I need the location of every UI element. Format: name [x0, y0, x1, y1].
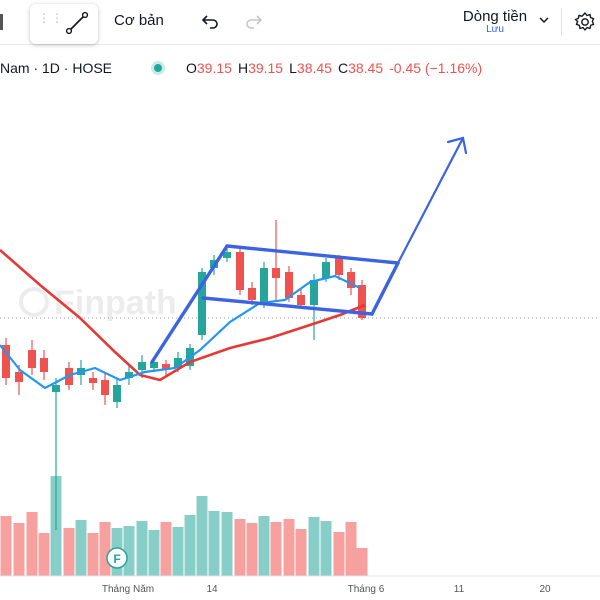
- ma-fast-line: [0, 274, 361, 390]
- candle-body: [101, 380, 109, 395]
- volume-bar: [184, 515, 196, 576]
- candle-body: [198, 272, 206, 335]
- volume-badge-label: F: [113, 552, 120, 566]
- high-value: 39.15: [248, 60, 284, 76]
- candle-body: [40, 358, 48, 372]
- volume-bar: [196, 496, 208, 576]
- volume-bar: [295, 529, 307, 576]
- volume-bar: [221, 512, 233, 576]
- candle-body: [89, 378, 97, 383]
- candle-body: [236, 252, 244, 290]
- volume-bar: [26, 512, 38, 576]
- candle-body: [113, 385, 121, 402]
- chevron-down-icon[interactable]: [538, 14, 550, 26]
- volume-bar: [356, 548, 368, 576]
- ma-slow-line: [0, 249, 366, 382]
- candle-body: [2, 345, 10, 378]
- volume-bar: [160, 522, 172, 576]
- chart-style-button[interactable]: Cơ bản: [114, 12, 164, 29]
- volume-bar: [345, 522, 357, 576]
- candle-body: [162, 364, 170, 370]
- redo-icon: [246, 15, 263, 29]
- x-tick-label: Tháng Năm: [102, 584, 154, 595]
- candle-body: [260, 268, 268, 305]
- candle-body: [335, 258, 343, 275]
- volume-bar: [99, 522, 111, 576]
- volume-bar: [308, 517, 320, 576]
- undo-icon[interactable]: [200, 12, 220, 32]
- volume-bar: [136, 521, 148, 576]
- volume-badge[interactable]: F: [106, 547, 128, 569]
- trend-line-icon[interactable]: [64, 10, 90, 36]
- x-tick-label: 14: [206, 584, 218, 595]
- top-toolbar: ⋮⋮ Cơ bản Dòng tiền Lưu: [0, 0, 600, 45]
- volume-bar: [63, 528, 75, 576]
- save-label[interactable]: Lưu: [486, 24, 504, 35]
- candle-body: [347, 272, 355, 288]
- candle-body: [297, 295, 305, 305]
- volume-bar: [258, 516, 270, 576]
- breakout-arrow[interactable]: [396, 136, 468, 265]
- volume-bar: [208, 511, 220, 576]
- candle-body: [223, 252, 231, 258]
- money-flow-label: Dòng tiền: [462, 8, 528, 25]
- candle-body: [272, 268, 280, 278]
- volume-bar: [87, 533, 99, 576]
- candle-body: [174, 358, 182, 368]
- candle-body: [322, 262, 330, 278]
- x-tick-label: 20: [539, 584, 551, 595]
- open-key: O: [186, 60, 197, 76]
- change-value: -0.45 (−1.16%): [389, 60, 483, 76]
- volume-bar: [172, 527, 184, 576]
- volume-bar: [320, 521, 332, 576]
- close-key: C: [337, 60, 349, 76]
- floating-drawing-toolbar[interactable]: [30, 4, 98, 44]
- volume-bar: [75, 520, 87, 576]
- volume-bar: [0, 516, 12, 576]
- watermark-text: Finpath: [54, 284, 177, 322]
- candlesticks: [2, 220, 366, 530]
- symbol-name[interactable]: Nam · 1D · HOSE: [0, 60, 113, 76]
- gear-icon[interactable]: [574, 11, 596, 33]
- candle-body: [15, 372, 23, 382]
- market-status-dot: [154, 64, 162, 72]
- candle-body: [285, 272, 293, 298]
- x-tick-label: Tháng 6: [348, 584, 385, 595]
- candle-body: [248, 288, 256, 300]
- money-flow-button[interactable]: Dòng tiền Lưu: [455, 8, 535, 35]
- candle-body: [150, 362, 158, 368]
- volume-bar: [283, 519, 295, 576]
- volume-bar: [246, 523, 258, 576]
- volume-bar: [13, 523, 25, 576]
- flag-pattern-drawing[interactable]: [150, 244, 400, 364]
- candle-body: [138, 362, 146, 370]
- ohlc-values: O39.15 H39.15 L38.45 C38.45 -0.45 (−1.16%): [186, 60, 482, 76]
- candle-body: [28, 350, 36, 368]
- candle-body: [125, 372, 133, 378]
- volume-bar: [270, 522, 282, 576]
- candle-body: [358, 285, 366, 318]
- close-value: 38.45: [348, 60, 384, 76]
- volume-bar: [123, 526, 135, 576]
- volume-bar: [148, 530, 160, 576]
- toolbar-edge: [0, 14, 3, 30]
- high-key: H: [237, 60, 249, 76]
- low-value: 38.45: [296, 60, 332, 76]
- low-key: L: [289, 60, 297, 76]
- candle-body: [310, 280, 318, 305]
- volume-bar: [333, 532, 345, 576]
- volume-bar: [234, 519, 246, 576]
- candle-body: [52, 385, 60, 392]
- open-value: 39.15: [196, 60, 232, 76]
- volume-bar: [38, 533, 50, 576]
- time-axis: Tháng Năm 14 Tháng 6 11 20: [102, 584, 551, 595]
- finpath-watermark: Finpath: [19, 284, 177, 322]
- x-tick-label: 11: [454, 584, 465, 595]
- toolbar-divider: [561, 8, 562, 36]
